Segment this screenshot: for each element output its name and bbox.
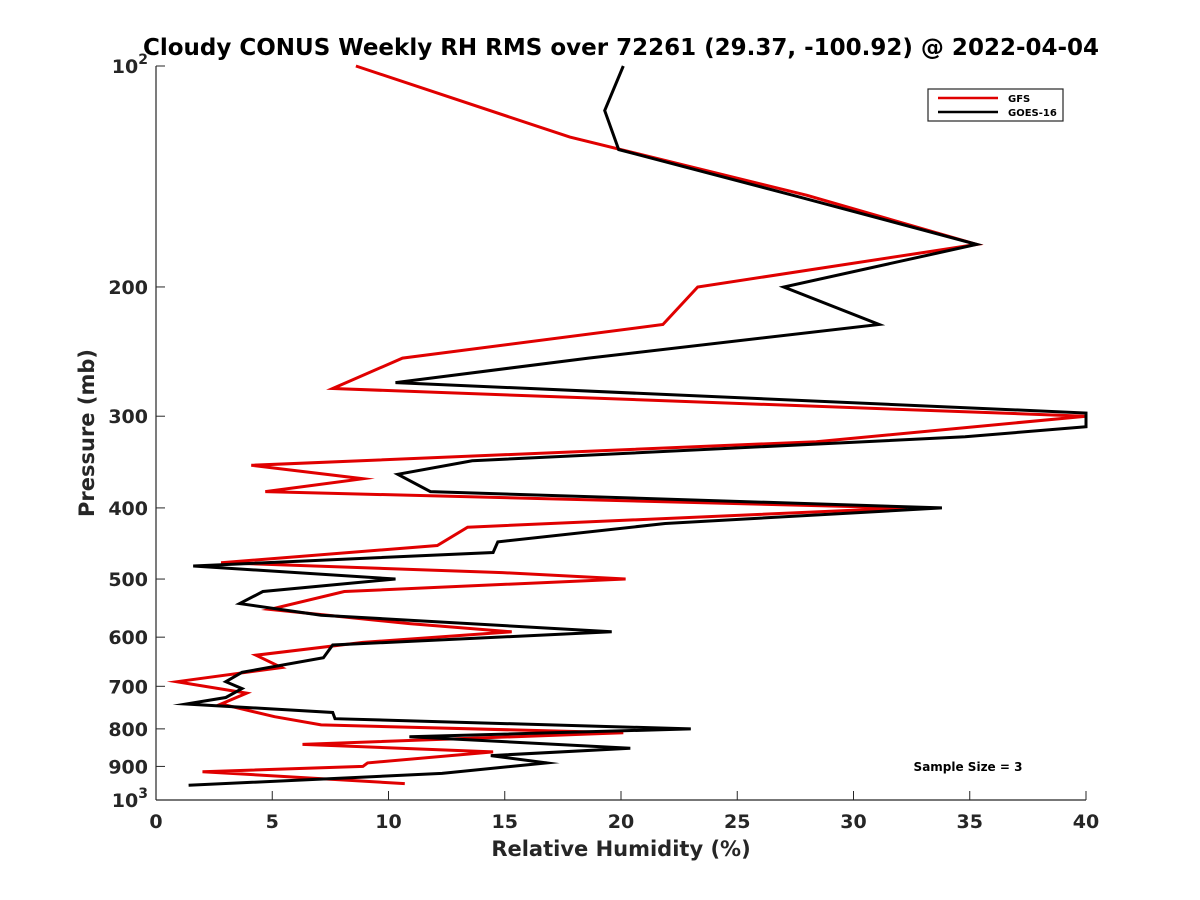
x-axis-ticks: 0 5 10 15 20 25 30 35 40	[149, 791, 1099, 833]
x-tick-label: 30	[840, 811, 866, 833]
x-tick-label: 35	[957, 811, 983, 833]
y-tick-label: 103	[112, 786, 148, 812]
y-tick-label: 700	[108, 676, 148, 698]
x-tick-label: 25	[724, 811, 750, 833]
y-tick-label: 500	[108, 569, 148, 591]
y-tick-label: 900	[108, 756, 148, 778]
legend-label-goes-16: GOES-16	[1008, 108, 1057, 119]
sample-size-annotation: Sample Size = 3	[914, 760, 1023, 774]
chart-title: Cloudy CONUS Weekly RH RMS over 72261 (2…	[143, 35, 1099, 61]
y-axis-ticks: 102 200 300 400 500 600 700 800 900 103	[108, 52, 165, 812]
x-tick-label: 20	[608, 811, 634, 833]
x-tick-label: 0	[149, 811, 162, 833]
y-tick-label: 200	[108, 277, 148, 299]
y-tick-label: 300	[108, 406, 148, 428]
x-tick-label: 15	[492, 811, 518, 833]
x-tick-label: 40	[1073, 811, 1099, 833]
series-layer	[166, 64, 1088, 787]
x-tick-label: 10	[375, 811, 401, 833]
series-line-goes-16	[172, 65, 1088, 787]
x-axis-label: Relative Humidity (%)	[491, 837, 750, 861]
legend: GFS GOES-16	[927, 88, 1064, 122]
y-axis-label: Pressure (mb)	[75, 349, 99, 517]
y-tick-label: 400	[108, 498, 148, 520]
legend-box	[927, 88, 1064, 122]
x-tick-label: 5	[266, 811, 279, 833]
y-tick-label: 102	[112, 52, 148, 78]
y-tick-label: 600	[108, 627, 148, 649]
y-tick-label: 800	[108, 719, 148, 741]
legend-label-gfs: GFS	[1008, 94, 1030, 105]
